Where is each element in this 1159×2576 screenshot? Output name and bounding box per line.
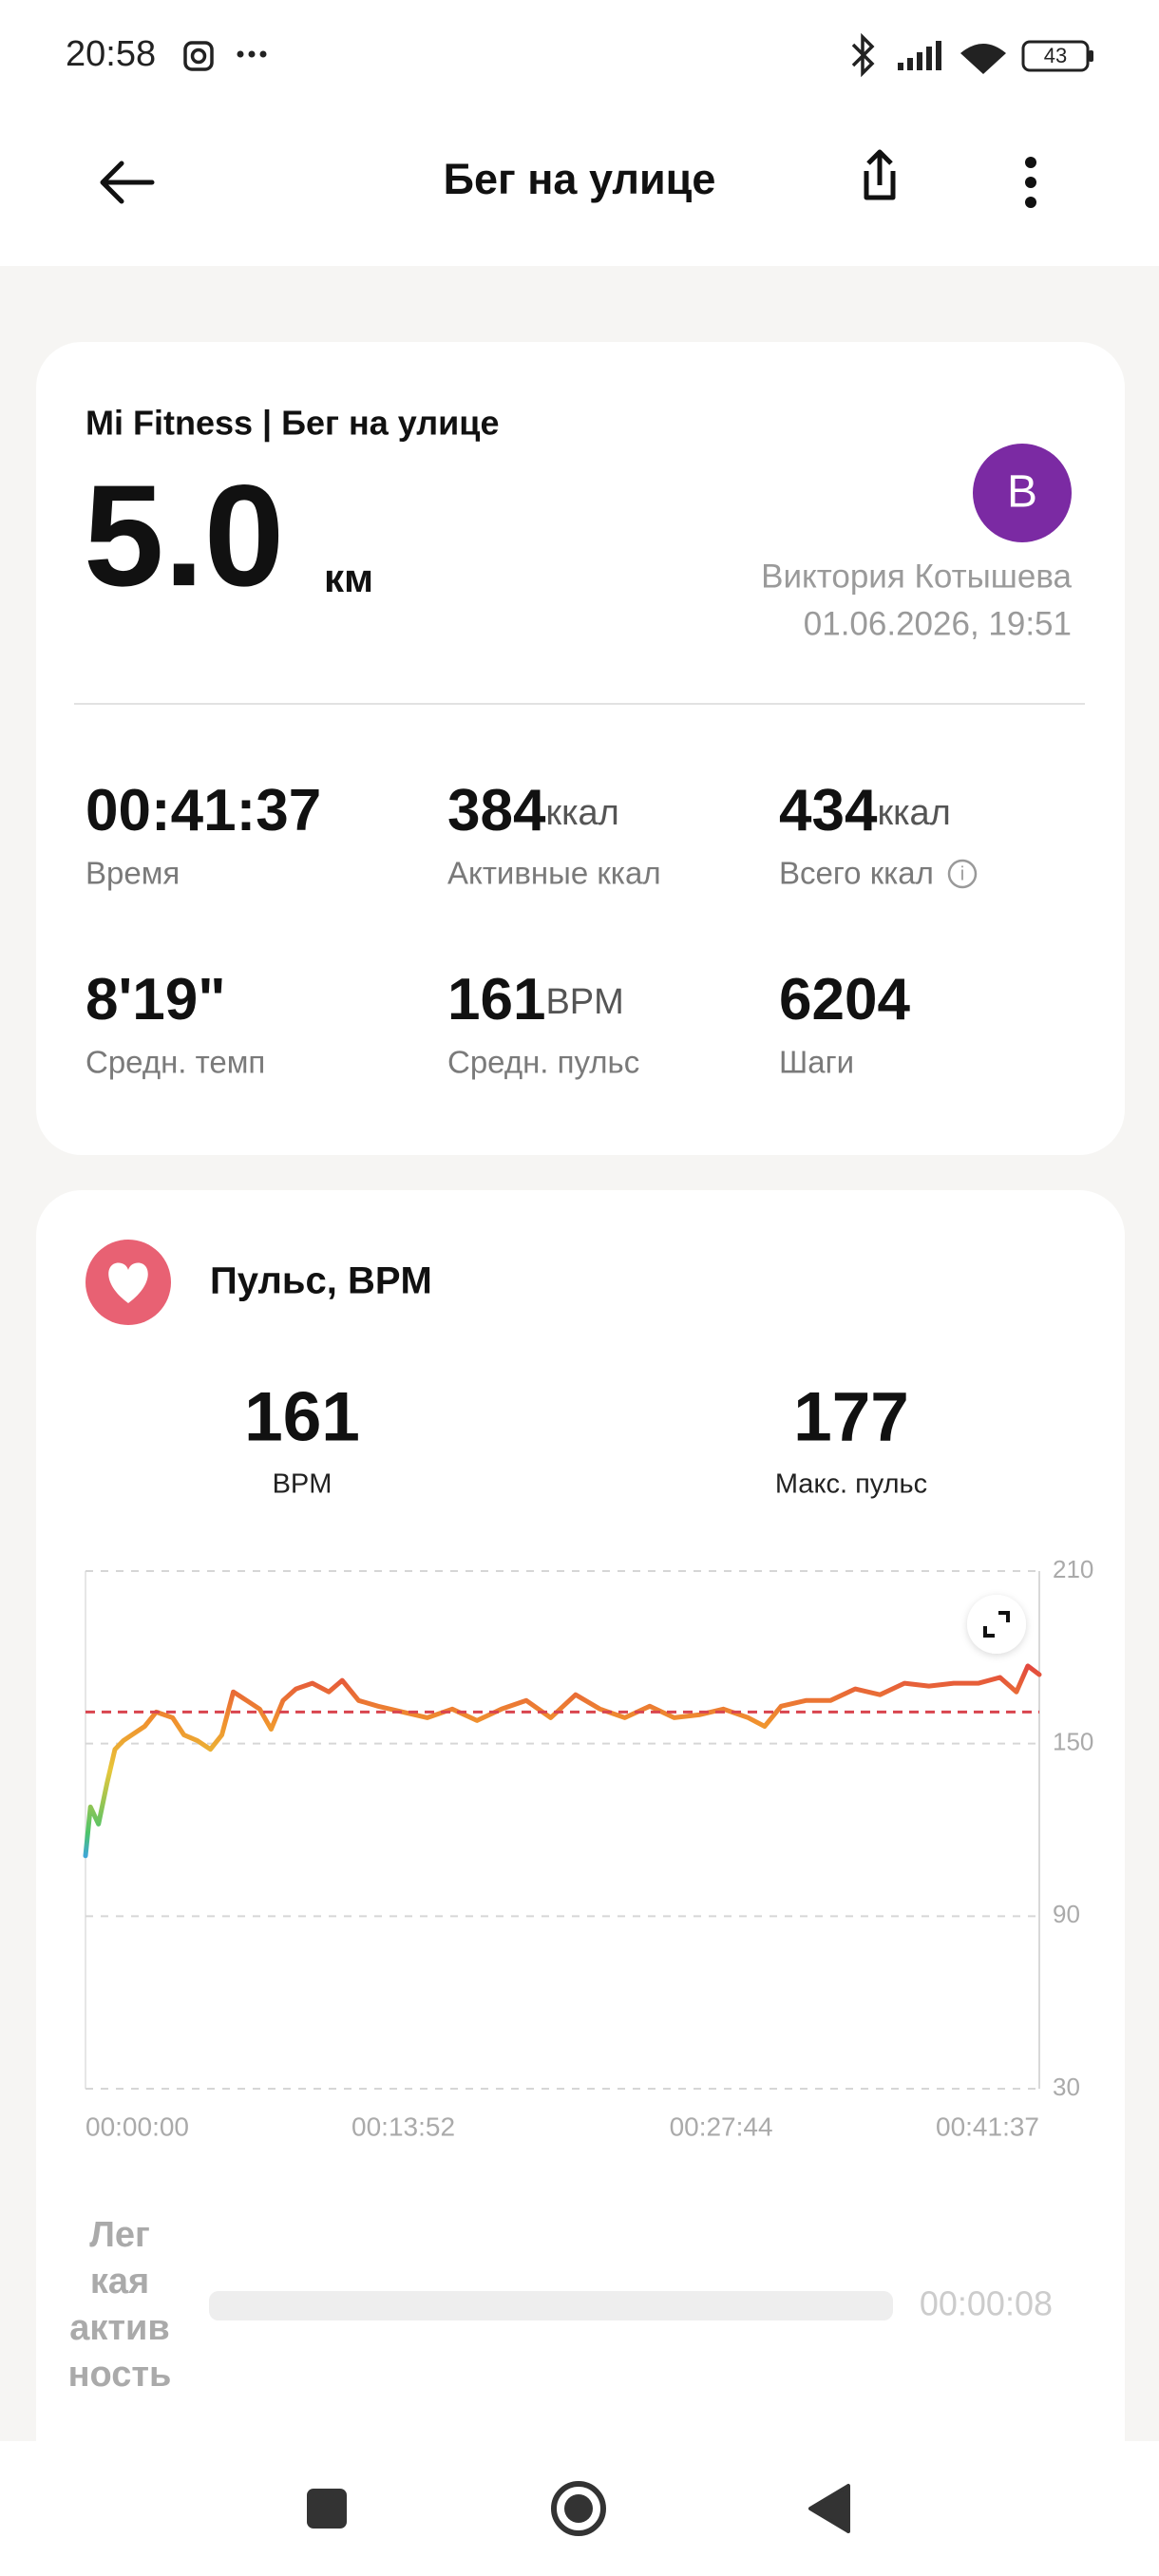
more-dots <box>237 50 267 58</box>
stat-number: 434 <box>779 778 878 843</box>
activity-label: актив <box>69 2308 169 2348</box>
y-tick-label: 150 <box>1053 1728 1093 1756</box>
avg-hr-label: BPM <box>273 1469 332 1500</box>
heart-card <box>36 1190 1125 2576</box>
summary-card <box>36 342 1125 1155</box>
activity-row: Лег кая актив ность <box>68 2215 172 2395</box>
stat-unit: ккал <box>877 793 950 833</box>
wifi-icon <box>960 44 1006 74</box>
max-hr-label: Макс. пульс <box>775 1469 927 1500</box>
stat-label: Всего ккал <box>779 856 934 891</box>
stat-value: 434ккал <box>779 778 951 843</box>
nav-home[interactable] <box>551 2481 606 2536</box>
user-name: Виктория Котышева <box>761 558 1072 595</box>
battery-tip <box>1089 50 1093 62</box>
stat-value: 161BPM <box>447 967 624 1032</box>
heart-title: Пульс, BPM <box>210 1260 432 1302</box>
workout-datetime: 01.06.2026, 19:51 <box>804 605 1072 642</box>
instagram-icon-lens <box>190 47 207 65</box>
avatar[interactable] <box>973 444 1072 542</box>
stat-value: 00:41:37 <box>86 778 321 843</box>
nav-home-dot <box>564 2494 593 2523</box>
y-tick-label: 30 <box>1053 2073 1080 2101</box>
info-icon-glyph: i <box>960 863 964 884</box>
y-tick-label: 90 <box>1053 1900 1080 1928</box>
page-title: Бег на улице <box>444 155 716 203</box>
hr-line <box>83 1663 1042 1859</box>
x-tick-label: 00:13:52 <box>352 2112 455 2141</box>
expand-button[interactable] <box>967 1595 1026 1654</box>
status-time: 20:58 <box>66 34 156 74</box>
stat-number: 8'19" <box>86 967 226 1032</box>
signal-icon <box>898 41 941 70</box>
workout-source: Mi Fitness | Бег на улице <box>86 404 499 444</box>
activity-label: ность <box>68 2355 172 2395</box>
stat-number: 00:41:37 <box>86 778 321 843</box>
heart-icon <box>108 1262 148 1303</box>
activity-bar-track <box>209 2291 893 2320</box>
nav-recents[interactable] <box>307 2489 347 2529</box>
stat-label: Время <box>86 856 180 891</box>
nav-back[interactable] <box>808 2484 850 2533</box>
avg-hr: 161 <box>244 1378 360 1455</box>
share-button[interactable] <box>864 149 896 200</box>
stat-value: 8'19" <box>86 967 226 1032</box>
bluetooth-icon <box>851 32 875 78</box>
hr-chart: 30 90 150 210 00:00:00 00:13:52 00:27:44 00:41:… <box>83 1555 1093 2141</box>
x-tick-label: 00:00:00 <box>86 2112 189 2141</box>
activity-label: Лег <box>89 2215 150 2255</box>
stat-unit: ккал <box>545 793 618 833</box>
distance-unit: км <box>324 556 373 600</box>
y-tick-label: 210 <box>1053 1555 1093 1583</box>
x-tick-label: 00:27:44 <box>670 2112 773 2141</box>
stat-label: Средн. темп <box>86 1045 265 1080</box>
stat-number: 6204 <box>779 967 910 1032</box>
avatar-letter: В <box>1007 467 1037 518</box>
x-tick-label: 00:41:37 <box>936 2112 1039 2141</box>
info-icon[interactable] <box>947 859 978 889</box>
activity-duration: 00:00:08 <box>920 2284 1053 2323</box>
battery-level: 43 <box>1044 44 1067 67</box>
distance: 5.0 <box>84 455 284 616</box>
stat-label: Шаги <box>779 1045 854 1080</box>
battery-icon <box>1021 40 1090 72</box>
stat-number: 161 <box>447 967 545 1032</box>
stat-label: Активные ккал <box>447 856 661 891</box>
expand-icon <box>983 1611 1010 1638</box>
max-hr: 177 <box>793 1378 909 1455</box>
back-button[interactable] <box>100 161 155 204</box>
stat-unit: BPM <box>545 982 623 1022</box>
stat-value: 384ккал <box>447 778 619 843</box>
header-bg <box>0 0 1159 266</box>
menu-button[interactable] <box>1025 157 1036 208</box>
stat-value: 6204 <box>779 967 910 1032</box>
stat-label: Средн. пульс <box>447 1045 639 1080</box>
stat-number: 384 <box>447 778 546 843</box>
activity-label: кая <box>90 2262 149 2301</box>
instagram-icon <box>183 41 214 71</box>
